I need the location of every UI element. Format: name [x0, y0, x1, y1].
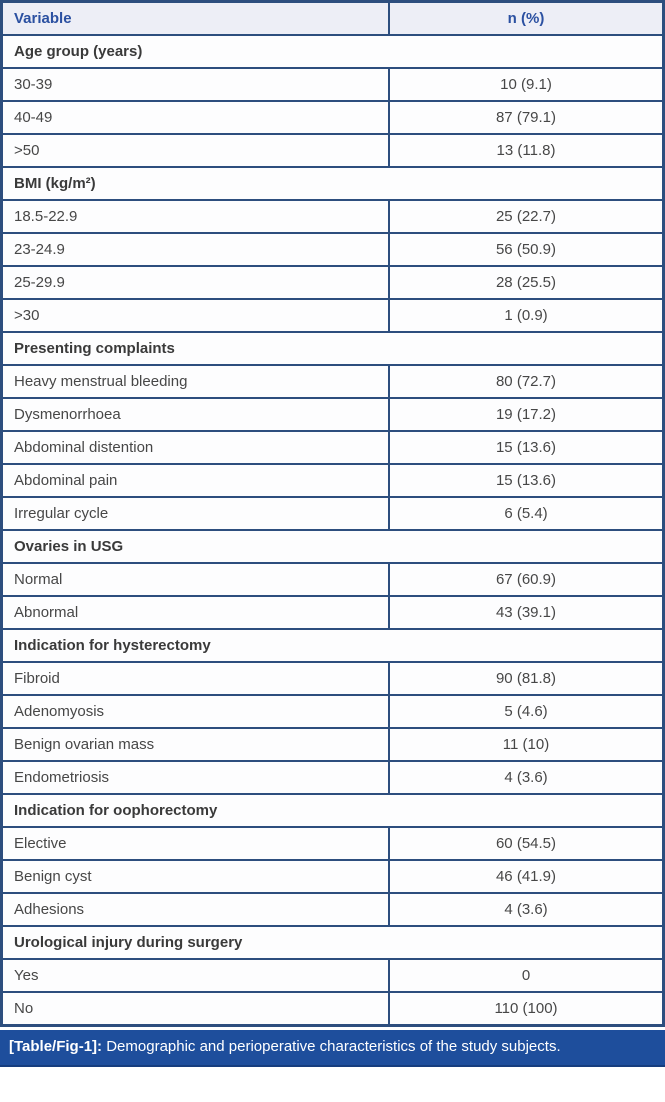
section-header-cell: Urological injury during surgery [0, 925, 665, 960]
value-cell: 10 (9.1) [388, 67, 665, 102]
table-row: 18.5-22.9 25 (22.7) [0, 199, 665, 234]
table-body: Age group (years) 30-39 10 (9.1) 40-49 87 (7… [0, 34, 665, 1027]
variable-cell: Fibroid [0, 661, 390, 696]
table-row: Benign ovarian mass 11 (10) [0, 727, 665, 762]
variable-cell: Abdominal distention [0, 430, 390, 465]
value-cell: 13 (11.8) [388, 133, 665, 168]
table-row: 23-24.9 56 (50.9) [0, 232, 665, 267]
value-cell: 28 (25.5) [388, 265, 665, 300]
table-row: >50 13 (11.8) [0, 133, 665, 168]
variable-cell: Yes [0, 958, 390, 993]
value-cell: 46 (41.9) [388, 859, 665, 894]
table-row: Heavy menstrual bleeding 80 (72.7) [0, 364, 665, 399]
value-cell: 110 (100) [388, 991, 665, 1027]
variable-cell: Abnormal [0, 595, 390, 630]
section-header-cell: BMI (kg/m²) [0, 166, 665, 201]
variable-cell: >50 [0, 133, 390, 168]
column-header-n-percent: n (%) [388, 0, 665, 36]
caption-bar: [Table/Fig-1]: Demographic and periopera… [0, 1030, 665, 1067]
table-row: Elective 60 (54.5) [0, 826, 665, 861]
value-cell: 0 [388, 958, 665, 993]
variable-cell: 40-49 [0, 100, 390, 135]
value-cell: 15 (13.6) [388, 430, 665, 465]
variable-cell: 25-29.9 [0, 265, 390, 300]
section-header-row: Presenting complaints [0, 331, 665, 366]
value-cell: 19 (17.2) [388, 397, 665, 432]
section-header-cell: Age group (years) [0, 34, 665, 69]
caption-text: Demographic and perioperative characteri… [102, 1038, 561, 1055]
value-cell: 11 (10) [388, 727, 665, 762]
table-row: Irregular cycle 6 (5.4) [0, 496, 665, 531]
variable-cell: Endometriosis [0, 760, 390, 795]
section-header-cell: Indication for oophorectomy [0, 793, 665, 828]
variable-cell: Heavy menstrual bleeding [0, 364, 390, 399]
table-figure: Variable n (%) Age group (years) 30-39 10 … [0, 0, 665, 1067]
table-row: Yes 0 [0, 958, 665, 993]
table-row: Benign cyst 46 (41.9) [0, 859, 665, 894]
table-row: 25-29.9 28 (25.5) [0, 265, 665, 300]
variable-cell: >30 [0, 298, 390, 333]
value-cell: 80 (72.7) [388, 364, 665, 399]
section-header-row: Urological injury during surgery [0, 925, 665, 960]
variable-cell: Dysmenorrhoea [0, 397, 390, 432]
variable-cell: 30-39 [0, 67, 390, 102]
variable-cell: Elective [0, 826, 390, 861]
variable-cell: Adhesions [0, 892, 390, 927]
variable-cell: 18.5-22.9 [0, 199, 390, 234]
value-cell: 43 (39.1) [388, 595, 665, 630]
section-header-row: Age group (years) [0, 34, 665, 69]
section-header-row: Ovaries in USG [0, 529, 665, 564]
table-row: Normal 67 (60.9) [0, 562, 665, 597]
value-cell: 5 (4.6) [388, 694, 665, 729]
value-cell: 15 (13.6) [388, 463, 665, 498]
variable-cell: No [0, 991, 390, 1027]
value-cell: 60 (54.5) [388, 826, 665, 861]
table-row: Abnormal 43 (39.1) [0, 595, 665, 630]
caption-label: [Table/Fig-1]: [9, 1038, 103, 1055]
table-row: Abdominal distention 15 (13.6) [0, 430, 665, 465]
table-row: Abdominal pain 15 (13.6) [0, 463, 665, 498]
table-row: Fibroid 90 (81.8) [0, 661, 665, 696]
table-row: Adenomyosis 5 (4.6) [0, 694, 665, 729]
value-cell: 4 (3.6) [388, 760, 665, 795]
variable-cell: Abdominal pain [0, 463, 390, 498]
variable-cell: Adenomyosis [0, 694, 390, 729]
section-header-row: BMI (kg/m²) [0, 166, 665, 201]
value-cell: 67 (60.9) [388, 562, 665, 597]
section-header-row: Indication for oophorectomy [0, 793, 665, 828]
section-header-row: Indication for hysterectomy [0, 628, 665, 663]
variable-cell: Irregular cycle [0, 496, 390, 531]
variable-cell: Benign cyst [0, 859, 390, 894]
table-row: Endometriosis 4 (3.6) [0, 760, 665, 795]
value-cell: 1 (0.9) [388, 298, 665, 333]
section-header-cell: Indication for hysterectomy [0, 628, 665, 663]
value-cell: 87 (79.1) [388, 100, 665, 135]
variable-cell: 23-24.9 [0, 232, 390, 267]
table-row: Adhesions 4 (3.6) [0, 892, 665, 927]
demographics-table: Variable n (%) Age group (years) 30-39 10 … [0, 0, 665, 1027]
table-row: No 110 (100) [0, 991, 665, 1027]
value-cell: 4 (3.6) [388, 892, 665, 927]
variable-cell: Normal [0, 562, 390, 597]
table-header-row: Variable n (%) [0, 0, 665, 36]
value-cell: 25 (22.7) [388, 199, 665, 234]
table-row: Dysmenorrhoea 19 (17.2) [0, 397, 665, 432]
column-header-variable: Variable [0, 0, 390, 36]
section-header-cell: Ovaries in USG [0, 529, 665, 564]
value-cell: 90 (81.8) [388, 661, 665, 696]
table-row: 30-39 10 (9.1) [0, 67, 665, 102]
table-row: 40-49 87 (79.1) [0, 100, 665, 135]
value-cell: 6 (5.4) [388, 496, 665, 531]
value-cell: 56 (50.9) [388, 232, 665, 267]
section-header-cell: Presenting complaints [0, 331, 665, 366]
variable-cell: Benign ovarian mass [0, 727, 390, 762]
table-row: >30 1 (0.9) [0, 298, 665, 333]
